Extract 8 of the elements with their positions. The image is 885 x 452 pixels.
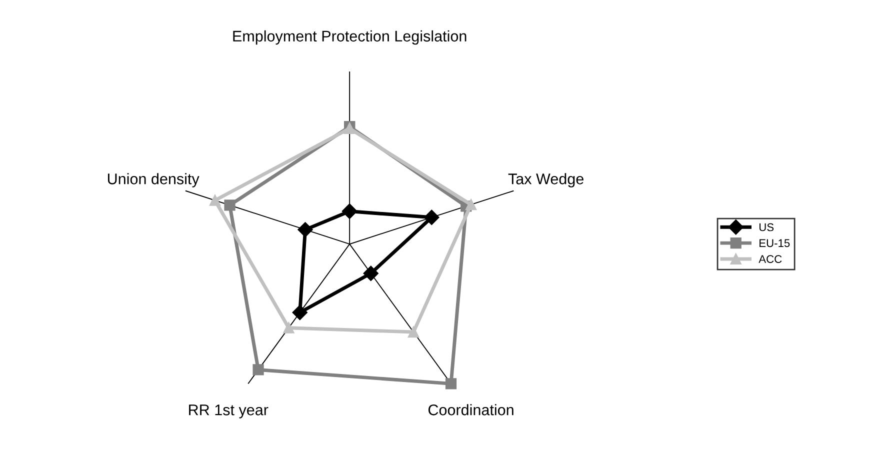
spoke-label: Union density xyxy=(108,173,200,188)
spoke-label: RR 1st year xyxy=(189,404,268,418)
spoke-label: Tax Wedge xyxy=(508,173,584,188)
legend-label: US xyxy=(760,223,774,232)
legend-label: ACC xyxy=(758,255,782,263)
spoke-label: Coordination xyxy=(428,404,514,416)
spoke-label: Employment Protection Legislation xyxy=(233,30,466,45)
legend-label: EU-15 xyxy=(760,239,790,248)
